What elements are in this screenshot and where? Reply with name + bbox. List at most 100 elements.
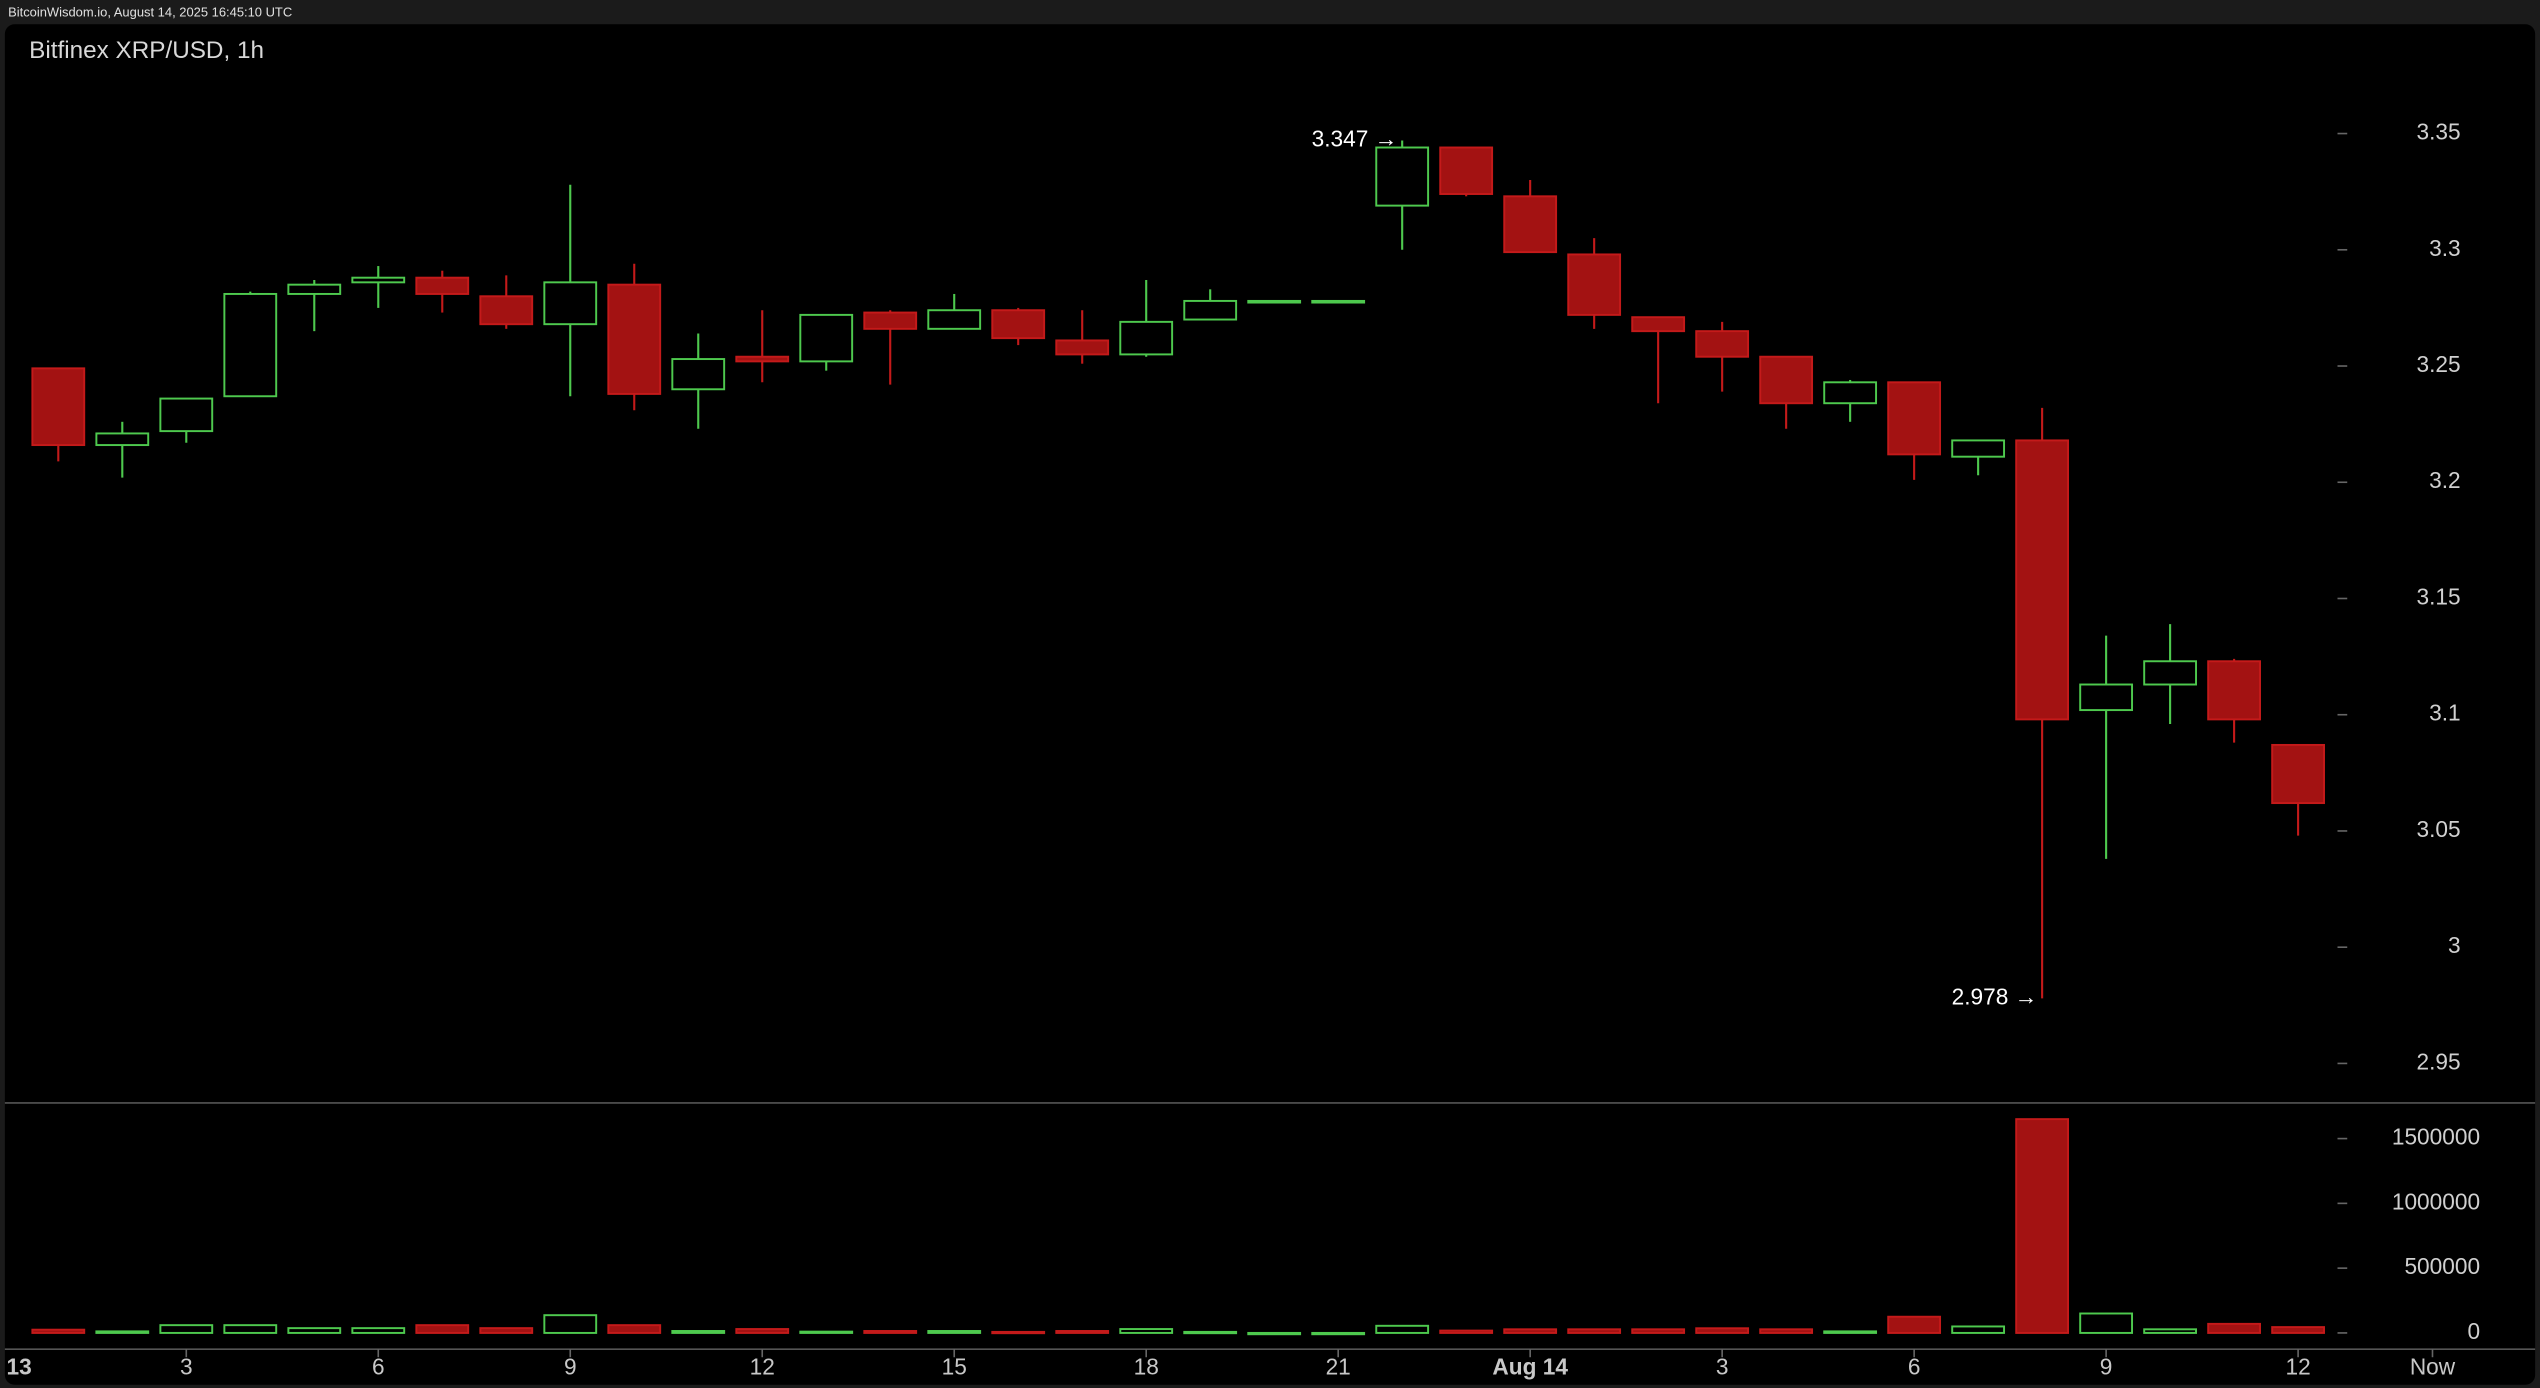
y-tick-label: 3.3 [2429, 235, 2461, 261]
candle-body [1951, 439, 2006, 458]
volume-bar [1055, 1330, 1110, 1334]
candle-body [1055, 339, 1110, 356]
candle-body [31, 367, 86, 447]
candle-body [1567, 253, 1622, 316]
candle-body [799, 313, 854, 363]
y-tick-label: 3.2 [2429, 467, 2461, 493]
y-tick-label: 3.25 [2417, 351, 2461, 377]
volume-bar [1823, 1330, 1878, 1334]
volume-bar [1375, 1324, 1430, 1334]
volume-bar [159, 1324, 214, 1334]
volume-bar [1631, 1328, 1686, 1334]
volume-tick-label: 1500000 [2392, 1124, 2480, 1150]
candle-body [607, 283, 662, 395]
x-tick-label: 12 [2285, 1354, 2310, 1380]
volume-bar [863, 1330, 918, 1334]
x-tick-label: Aug 14 [1492, 1354, 1568, 1380]
candle-body [1119, 320, 1174, 356]
x-tick-label: 21 [1326, 1354, 1351, 1380]
volume-tick-label: 1000000 [2392, 1188, 2480, 1214]
candle-body [2207, 660, 2261, 721]
candle-body [351, 276, 406, 284]
y-tick-label: 3.35 [2417, 119, 2461, 145]
volume-bar [1247, 1331, 1302, 1336]
chart-title: Bitfinex XRP/USD, 1h [29, 37, 264, 64]
candle-body [991, 309, 1046, 340]
volume-bar [607, 1324, 662, 1334]
volume-bar [1311, 1331, 1366, 1336]
candle-body [927, 309, 982, 330]
volume-bar [351, 1327, 406, 1334]
annotation: 2.978 → [1952, 983, 2038, 1009]
x-tick-label: 9 [564, 1354, 577, 1380]
candle-body [2015, 439, 2070, 721]
candle-body [2271, 743, 2325, 805]
volume-bar [1119, 1328, 1174, 1334]
x-tick-label: 12 [750, 1354, 775, 1380]
volume-bar [2271, 1326, 2325, 1334]
candle-body [1695, 330, 1750, 358]
candle-body [1887, 381, 1942, 456]
candle-body [1183, 299, 1238, 321]
x-tick-label: 9 [2100, 1354, 2113, 1380]
x-tick-label: 15 [942, 1354, 967, 1380]
volume-tick-label: 0 [2467, 1318, 2480, 1344]
candle-body [1375, 146, 1430, 207]
volume-bar [1759, 1328, 1814, 1334]
candle-body [1631, 316, 1686, 333]
x-tick-label: 6 [1908, 1354, 1921, 1380]
y-tick-label: 3.05 [2417, 816, 2461, 842]
candle-body [671, 358, 726, 391]
volume-bar [1695, 1327, 1750, 1334]
volume-bar [1887, 1315, 1942, 1334]
y-tick-label: 3.1 [2429, 700, 2461, 726]
volume-bar [2143, 1328, 2198, 1334]
plot-background [4, 24, 2536, 1385]
volume-bar [671, 1330, 726, 1334]
candle-body [223, 292, 278, 398]
volume-bar [2079, 1312, 2134, 1334]
volume-bar [1567, 1328, 1622, 1334]
candle-body [479, 295, 534, 326]
x-tick-label: 3 [1716, 1354, 1729, 1380]
candle-body [735, 355, 790, 363]
candle-body [543, 281, 598, 326]
x-tick-label: 13 [6, 1354, 31, 1380]
candle-body [95, 432, 150, 447]
y-tick-label: 3 [2448, 932, 2461, 958]
volume-bar [287, 1327, 342, 1334]
volume-bar [927, 1330, 982, 1334]
y-tick-label: 3.15 [2417, 583, 2461, 609]
x-tick-label: 18 [1134, 1354, 1159, 1380]
volume-bar [1439, 1329, 1494, 1334]
volume-bar [95, 1330, 150, 1334]
candle-body [1759, 355, 1814, 405]
x-tick-label: Now [2410, 1354, 2456, 1380]
volume-bar [799, 1330, 854, 1334]
candle-body [1247, 299, 1302, 304]
candle-body [2079, 683, 2134, 712]
volume-bar [991, 1330, 1046, 1335]
volume-bar [31, 1328, 86, 1334]
volume-bar [415, 1324, 470, 1334]
candle-body [863, 311, 918, 330]
candle-body [1311, 299, 1366, 304]
x-tick-label: 3 [180, 1354, 193, 1380]
y-tick-label: 2.95 [2417, 1048, 2461, 1074]
volume-bar [1951, 1325, 2006, 1334]
volume-bar [1183, 1330, 1238, 1335]
volume-bar [479, 1327, 534, 1334]
volume-bar [2207, 1322, 2261, 1334]
volume-bar [223, 1324, 278, 1334]
candle-body [159, 397, 214, 433]
x-tick-label: 6 [372, 1354, 385, 1380]
volume-tick-label: 500000 [2404, 1253, 2480, 1279]
volume-bar [2015, 1118, 2070, 1334]
candle-body [1439, 146, 1494, 195]
header: BitcoinWisdom.io, August 14, 2025 16:45:… [8, 4, 292, 19]
volume-bar [1503, 1328, 1558, 1334]
volume-bar [735, 1328, 790, 1334]
volume-bar [543, 1314, 598, 1334]
